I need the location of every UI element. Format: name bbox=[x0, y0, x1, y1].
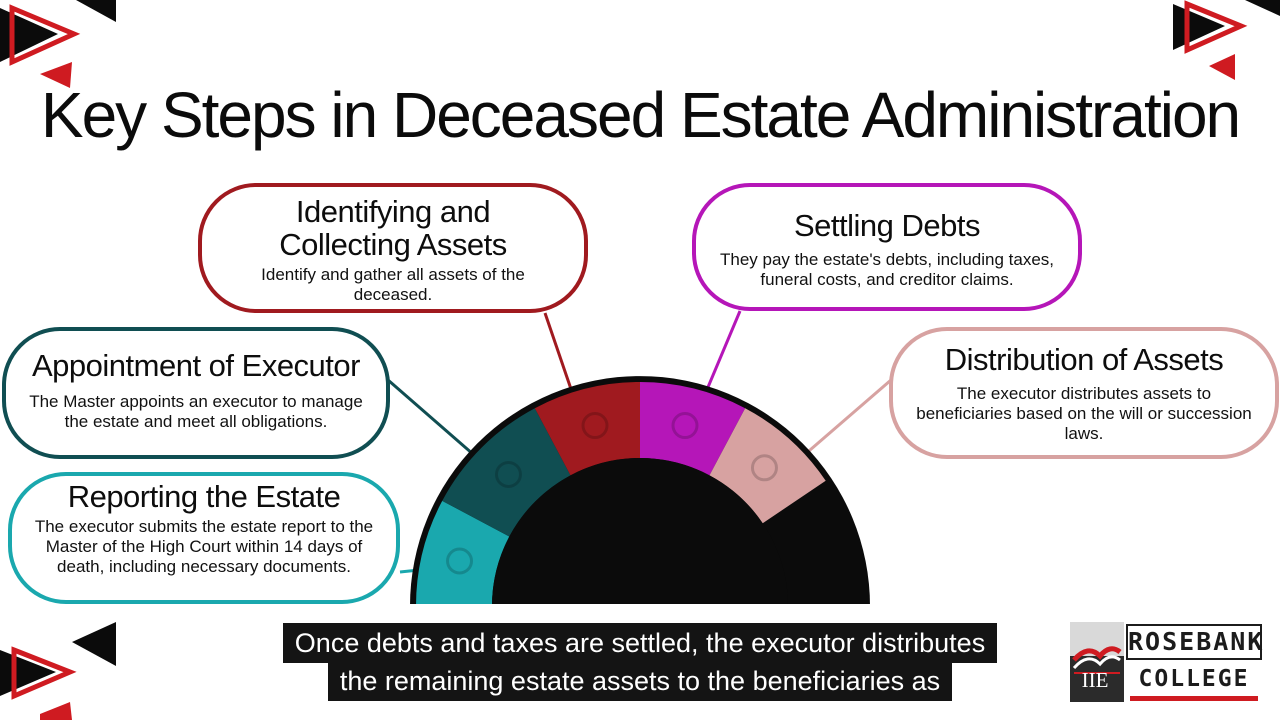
step-description: The executor distributes assets to benef… bbox=[916, 384, 1252, 443]
rosebank-college-logo-icon bbox=[1070, 622, 1124, 702]
dial-dot-reporting bbox=[446, 547, 474, 575]
dial-dot-distribution bbox=[750, 454, 778, 482]
dial-baseline bbox=[400, 604, 880, 610]
logo-mark: IIE bbox=[1081, 668, 1109, 692]
step-box-distribution-of-assets: Distribution of Assets The executor dist… bbox=[889, 327, 1279, 459]
play-arrow-decoration-icon bbox=[40, 62, 72, 88]
rosebank-college-logo: IIE ROSEBANK COLLEGE bbox=[1070, 622, 1262, 702]
step-heading: Settling Debts bbox=[794, 208, 981, 243]
dial-dot-settling bbox=[671, 412, 699, 440]
dial-dot-identifying bbox=[581, 412, 609, 440]
subtitle-text: Once debts and taxes are settled, the ex… bbox=[282, 623, 998, 663]
play-arrow-decoration-icon bbox=[40, 702, 72, 720]
logo-brand-line2: COLLEGE bbox=[1138, 666, 1250, 692]
play-arrow-decoration-icon bbox=[1245, 0, 1280, 16]
logo-red-bar bbox=[1130, 696, 1258, 701]
step-box-appointment-of-executor: Appointment of Executor The Master appoi… bbox=[2, 327, 390, 459]
logo-brand-line1: ROSEBANK bbox=[1126, 624, 1262, 660]
play-arrow-decoration-icon bbox=[1209, 54, 1235, 80]
step-description: Identify and gather all assets of the de… bbox=[261, 265, 525, 304]
step-heading: Distribution of Assets bbox=[944, 342, 1224, 377]
step-heading: Appointment of Executor bbox=[32, 348, 360, 383]
corner-arrows-bottom-left bbox=[0, 622, 116, 720]
dial-segments bbox=[416, 382, 826, 606]
step-box-settling-debts: Settling Debts They pay the estate's deb… bbox=[692, 183, 1082, 311]
subtitle-line-1: Once debts and taxes are settled, the ex… bbox=[0, 623, 1280, 663]
step-box-identifying-assets: Identifying and Collecting Assets Identi… bbox=[198, 183, 588, 313]
step-description: They pay the estate's debts, including t… bbox=[720, 250, 1054, 289]
dial-inner-black bbox=[492, 458, 788, 606]
play-arrow-decoration-icon bbox=[72, 622, 116, 666]
step-heading: Reporting the Estate bbox=[67, 479, 341, 514]
subtitle-line-2: the remaining estate assets to the benef… bbox=[0, 661, 1280, 701]
step-heading: Identifying and Collecting Assets bbox=[279, 194, 507, 262]
play-arrow-decoration-icon bbox=[76, 0, 116, 22]
step-box-reporting-the-estate: Reporting the Estate The executor submit… bbox=[8, 472, 400, 604]
step-description: The executor submits the estate report t… bbox=[34, 517, 374, 576]
slide-title: Key Steps in Deceased Estate Administrat… bbox=[40, 79, 1241, 151]
play-arrow-decoration-icon bbox=[1184, 0, 1248, 54]
play-arrow-decoration-icon bbox=[11, 646, 77, 700]
corner-arrows-top-right bbox=[1173, 0, 1280, 80]
step-description: The Master appoints an executor to manag… bbox=[29, 392, 363, 431]
subtitle-text: the remaining estate assets to the benef… bbox=[327, 661, 953, 701]
corner-arrows-top-left bbox=[0, 0, 116, 88]
dial-dot-appointment bbox=[494, 460, 522, 488]
play-arrow-decoration-icon bbox=[9, 4, 81, 66]
